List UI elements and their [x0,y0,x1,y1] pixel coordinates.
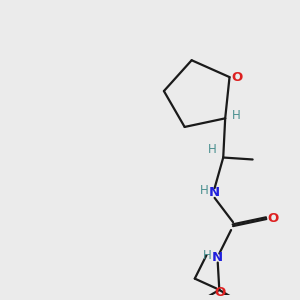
Text: H: H [200,184,209,197]
Text: O: O [214,286,226,299]
Text: H: H [232,109,241,122]
Text: H: H [202,249,211,262]
Text: O: O [231,70,242,84]
Text: N: N [209,186,220,199]
Text: O: O [268,212,279,225]
Text: N: N [212,251,223,264]
Text: H: H [208,143,217,156]
